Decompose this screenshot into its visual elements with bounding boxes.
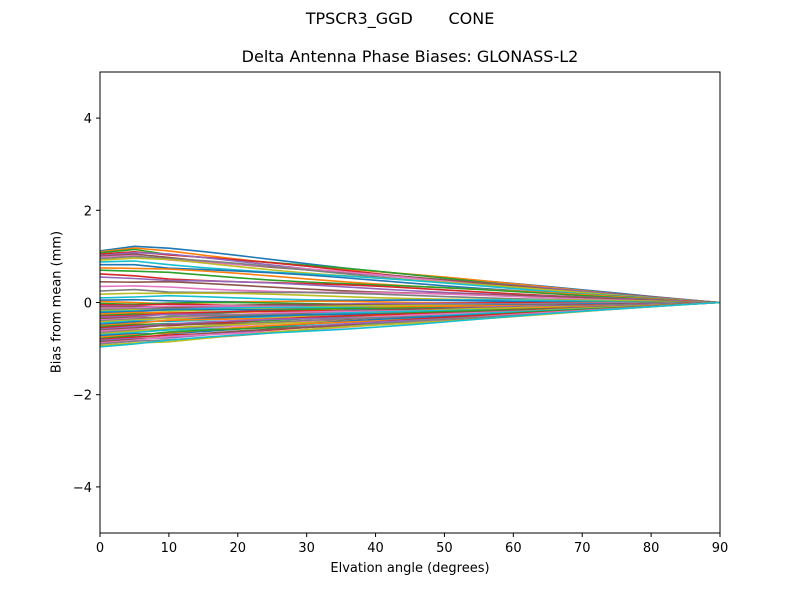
x-tick-label: 10 <box>161 541 178 556</box>
y-tick-label: −4 <box>73 481 92 496</box>
figure-suptitle: TPSCR3_GGD CONE <box>305 9 495 28</box>
x-tick-label: 30 <box>298 541 315 556</box>
x-tick-label: 40 <box>367 541 384 556</box>
x-tick-label: 0 <box>96 541 104 556</box>
x-axis-label: Elvation angle (degrees) <box>330 561 490 576</box>
chart-title: Delta Antenna Phase Biases: GLONASS-L2 <box>241 47 579 66</box>
y-tick-label: −2 <box>73 389 92 404</box>
series-line <box>99 301 721 348</box>
x-tick-label: 70 <box>574 541 591 556</box>
y-tick-label: 2 <box>84 204 92 219</box>
y-tick-label: 0 <box>84 297 92 312</box>
data-lines <box>99 245 721 348</box>
y-tick-label: 4 <box>84 112 92 127</box>
y-axis-ticks: −4 −2 0 2 4 <box>73 112 100 496</box>
x-tick-label: 90 <box>712 541 729 556</box>
x-tick-label: 20 <box>230 541 247 556</box>
x-axis-ticks: 0 10 20 30 40 50 60 70 80 90 <box>96 533 728 556</box>
x-tick-label: 50 <box>436 541 453 556</box>
x-tick-label: 80 <box>643 541 660 556</box>
x-tick-label: 60 <box>505 541 522 556</box>
series-line <box>99 267 721 304</box>
